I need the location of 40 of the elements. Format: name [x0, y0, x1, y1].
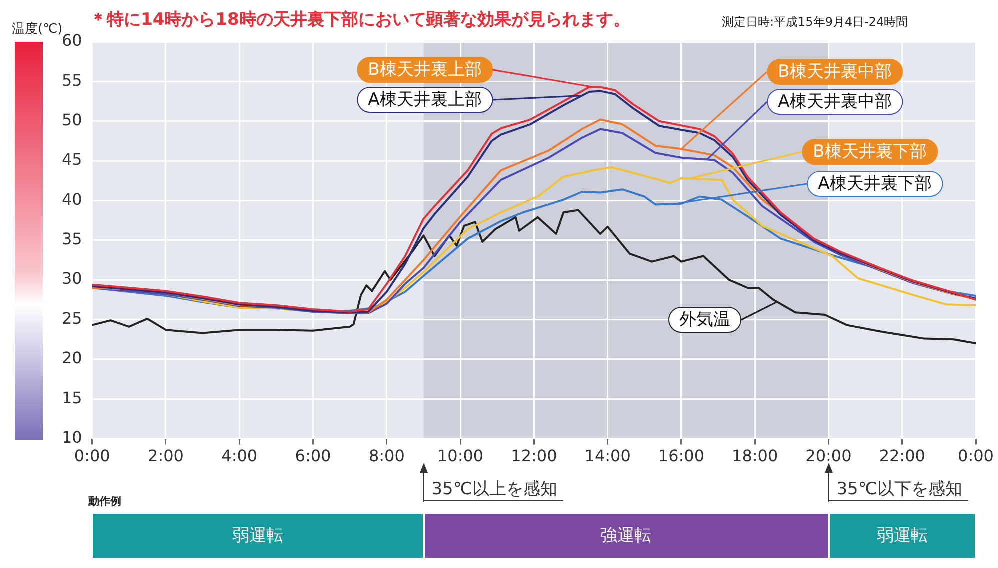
- text: B棟天井裏中部: [767, 59, 903, 85]
- x-tick-label: 12:00: [511, 446, 558, 466]
- x-tick-label: 6:00: [295, 446, 332, 466]
- text: 動作例: [88, 494, 122, 509]
- y-tick-label: 60: [62, 31, 82, 50]
- text: A棟天井裏中部: [767, 89, 903, 115]
- chart-subtitle: 測定日時:平成15年9月4日-24時間: [722, 14, 908, 31]
- x-tick-label: 0:00: [74, 446, 110, 466]
- ref-line-label: 35℃以下を感知: [836, 480, 962, 500]
- text: B棟天井裏上部: [357, 57, 493, 83]
- ref-line-label: 35℃以上を感知: [432, 480, 558, 500]
- y-tick-label: 45: [62, 150, 82, 170]
- text: B棟天井裏下部: [802, 139, 938, 165]
- y-tick-label: 40: [62, 190, 82, 209]
- x-tick-label: 2:00: [148, 446, 184, 466]
- series-label: 外気温: [668, 307, 742, 333]
- y-tick-label: 20: [62, 348, 82, 368]
- y-tick-label: 35: [62, 230, 82, 249]
- y-tick-label: 50: [62, 110, 82, 130]
- x-tick-label: 14:00: [584, 446, 631, 466]
- y-tick-label: 55: [62, 70, 82, 90]
- y-axis-title: 温度(℃): [12, 21, 63, 38]
- x-tick-label: 22:00: [879, 446, 926, 466]
- text: 弱運転: [830, 514, 975, 558]
- text: A棟天井裏下部: [807, 171, 943, 197]
- x-tick-label: 18:00: [732, 446, 778, 466]
- x-tick-label: 20:00: [806, 446, 852, 466]
- y-tick-label: 15: [62, 388, 82, 408]
- x-tick-label: 4:00: [222, 446, 258, 466]
- x-tick-label: 8:00: [368, 446, 405, 466]
- y-tick-label: 10: [62, 428, 82, 447]
- series-label: A棟天井裏上部: [357, 87, 493, 113]
- chart-title: ＊特に14時から18時の天井裏下部において顕著な効果が見られます。: [90, 9, 630, 31]
- x-tick-label: 0:00: [958, 446, 994, 466]
- y-tick-label: 30: [62, 269, 82, 288]
- text: 強運転: [424, 514, 828, 558]
- x-tick-label: 10:00: [437, 446, 484, 466]
- y-tick-label: 25: [62, 308, 82, 328]
- x-tick-label: 16:00: [658, 446, 705, 466]
- text: 弱運転: [93, 514, 423, 558]
